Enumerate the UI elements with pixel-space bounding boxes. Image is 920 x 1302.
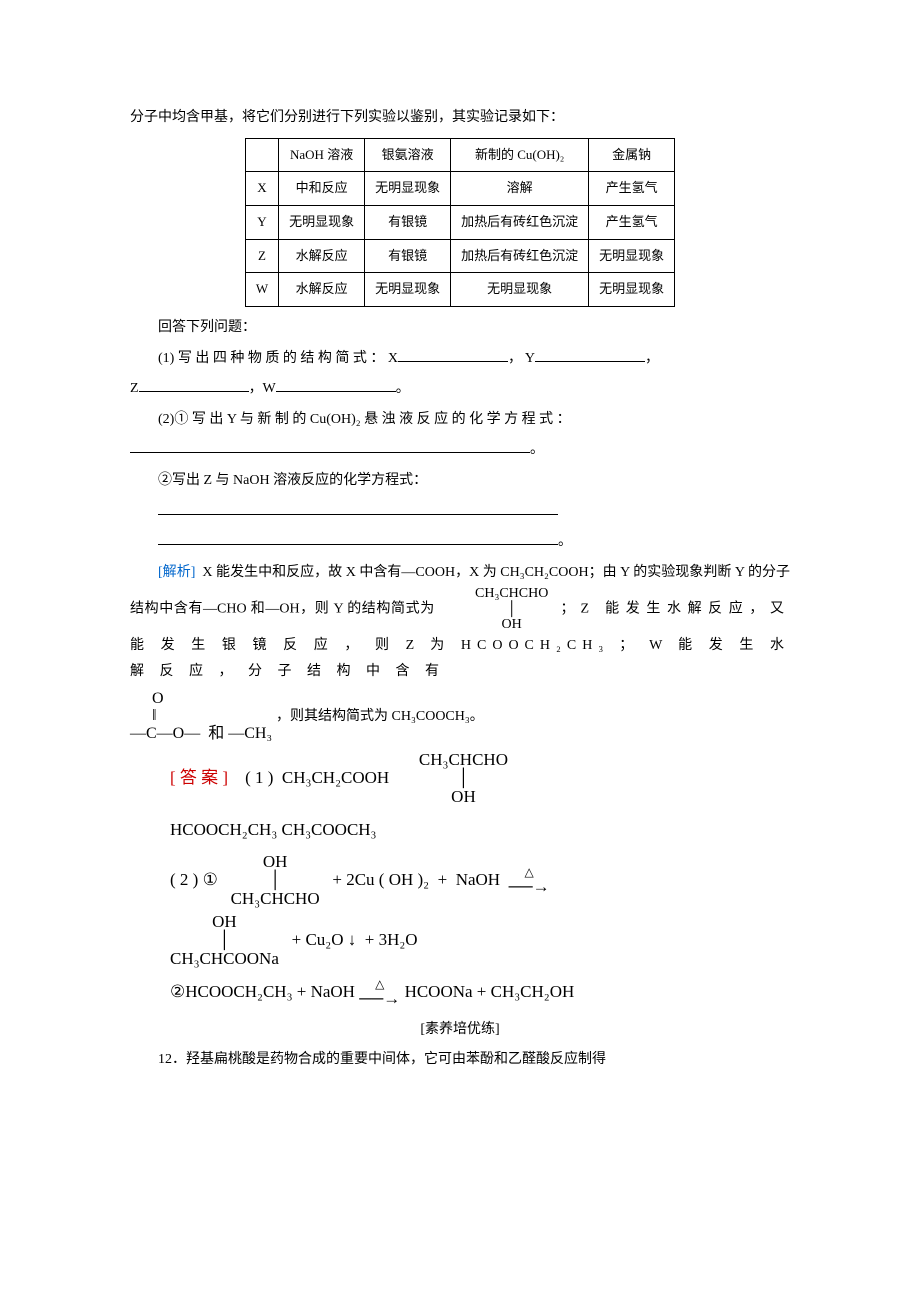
q1-mid1: ， Y xyxy=(508,351,535,366)
table-header-row: NaOH 溶液 银氨溶液 新制的 Cu(OH)₂ 金属钠 xyxy=(245,138,674,172)
q12: 12．羟基扁桃酸是药物合成的重要中间体，它可由苯酚和乙醛酸反应制得 xyxy=(130,1047,790,1074)
experiment-table: NaOH 溶液 银氨溶液 新制的 Cu(OH)₂ 金属钠 X 中和反应 无明显现… xyxy=(245,138,675,307)
q2-1: (2)① 写 出 Y 与 新 制 的 Cu(OH)₂ 悬 浊 液 反 应 的 化… xyxy=(130,407,790,434)
blank-y xyxy=(535,347,645,362)
q2-1-blank: 。 xyxy=(130,437,790,464)
table-row-w: W 水解反应 无明显现象 无明显现象 无明显现象 xyxy=(245,273,674,307)
answer-prompt: 回答下列问题： xyxy=(130,315,790,342)
ans-1-a: CH₃CH₂COOH xyxy=(282,767,389,786)
y-structure-inline: CH₃CHCHO│OH xyxy=(447,586,548,632)
ans-line-5: ②HCOOCH₂CH₃ + NaOH △ ──→ HCOONa + CH₃CH₂… xyxy=(170,975,790,1009)
analysis-para: [解析] X 能发生中和反应，故 X 中含有—COOH，X 为 CH₃CH₂CO… xyxy=(130,560,790,686)
q1-line2: Z ，W 。 xyxy=(130,376,790,403)
col-cuoh2: 新制的 Cu(OH)₂ xyxy=(451,138,589,172)
answer-block: [ 答 案 ] ( 1 ) CH₃CH₂COOH CH₃CHCHO│OH HCO… xyxy=(170,751,790,1009)
ans-1-label: ( 1 ) xyxy=(245,767,273,786)
q1-mid2: ， xyxy=(645,351,659,366)
blank-eq2b xyxy=(158,530,558,545)
peiyou-label: [素养培优练] xyxy=(130,1017,790,1044)
q1: (1) 写 出 四 种 物 质 的 结 构 简 式 ： X ， Y ， xyxy=(130,346,790,373)
q1-end: 。 xyxy=(396,381,410,396)
ans-2-label: ( 2 ) ① xyxy=(170,870,218,889)
ans-line-1: [ 答 案 ] ( 1 ) CH₃CH₂COOH CH₃CHCHO│OH xyxy=(170,751,790,807)
q1-w: ，W xyxy=(249,381,276,396)
q2-1-stem: (2)① 写 出 Y 与 新 制 的 Cu(OH)₂ 悬 浊 液 反 应 的 化… xyxy=(158,412,571,427)
answer-label: [ 答 案 ] xyxy=(170,767,228,786)
intro-line: 分子中均含甲基，将它们分别进行下列实验以鉴别，其实验记录如下： xyxy=(130,105,790,132)
ans-line-3: ( 2 ) ① OH │ CH₃CHCHO + 2Cu ( OH )₂ + Na… xyxy=(170,853,790,909)
blank-z xyxy=(139,377,249,392)
col-silver: 银氨溶液 xyxy=(365,138,451,172)
q2-2-blank1 xyxy=(130,499,790,526)
q2-2: ②写出 Z 与 NaOH 溶液反应的化学方程式： xyxy=(130,468,790,495)
blank-x xyxy=(398,347,508,362)
table-row-x: X 中和反应 无明显现象 溶解 产生氢气 xyxy=(245,172,674,206)
q2-2-blank2: 。 xyxy=(130,529,790,556)
q2-2-end: 。 xyxy=(558,534,572,549)
ans-line-2: HCOOCH₂CH₃ CH₃COOCH₃ xyxy=(170,813,790,847)
ans-1-c: HCOOCH₂CH₃ CH₃COOCH₃ xyxy=(170,820,376,839)
ester-fragment: O ‖ —C—O— 和 —CH₃ ，则其结构简式为 CH₃COOCH₃。 xyxy=(130,690,790,743)
table-row-z: Z 水解反应 有银镜 加热后有砖红色沉淀 无明显现象 xyxy=(245,239,674,273)
q2-2-stem: ②写出 Z 与 NaOH 溶液反应的化学方程式： xyxy=(158,473,427,488)
table-row-y: Y 无明显现象 有银镜 加热后有砖红色沉淀 产生氢气 xyxy=(245,205,674,239)
analysis-label: [解析] xyxy=(158,565,195,580)
blank-eq2a xyxy=(158,500,558,515)
q1-z: Z xyxy=(130,381,139,396)
page: 分子中均含甲基，将它们分别进行下列实验以鉴别，其实验记录如下： NaOH 溶液 … xyxy=(0,0,920,1302)
blank-w xyxy=(276,377,396,392)
q2-1-end: 。 xyxy=(530,442,544,457)
ans-line-4: OH │ CH₃CHCOONa + Cu₂O ↓ + 3H₂O xyxy=(170,913,790,969)
col-naoh: NaOH 溶液 xyxy=(279,138,365,172)
analysis-body-3: ，则其结构简式为 CH₃COOCH₃。 xyxy=(276,709,484,724)
col-sodium: 金属钠 xyxy=(589,138,675,172)
q1-stem: (1) 写 出 四 种 物 质 的 结 构 简 式 ： X xyxy=(158,351,398,366)
blank-eq1 xyxy=(130,438,530,453)
col-blank xyxy=(245,138,278,172)
